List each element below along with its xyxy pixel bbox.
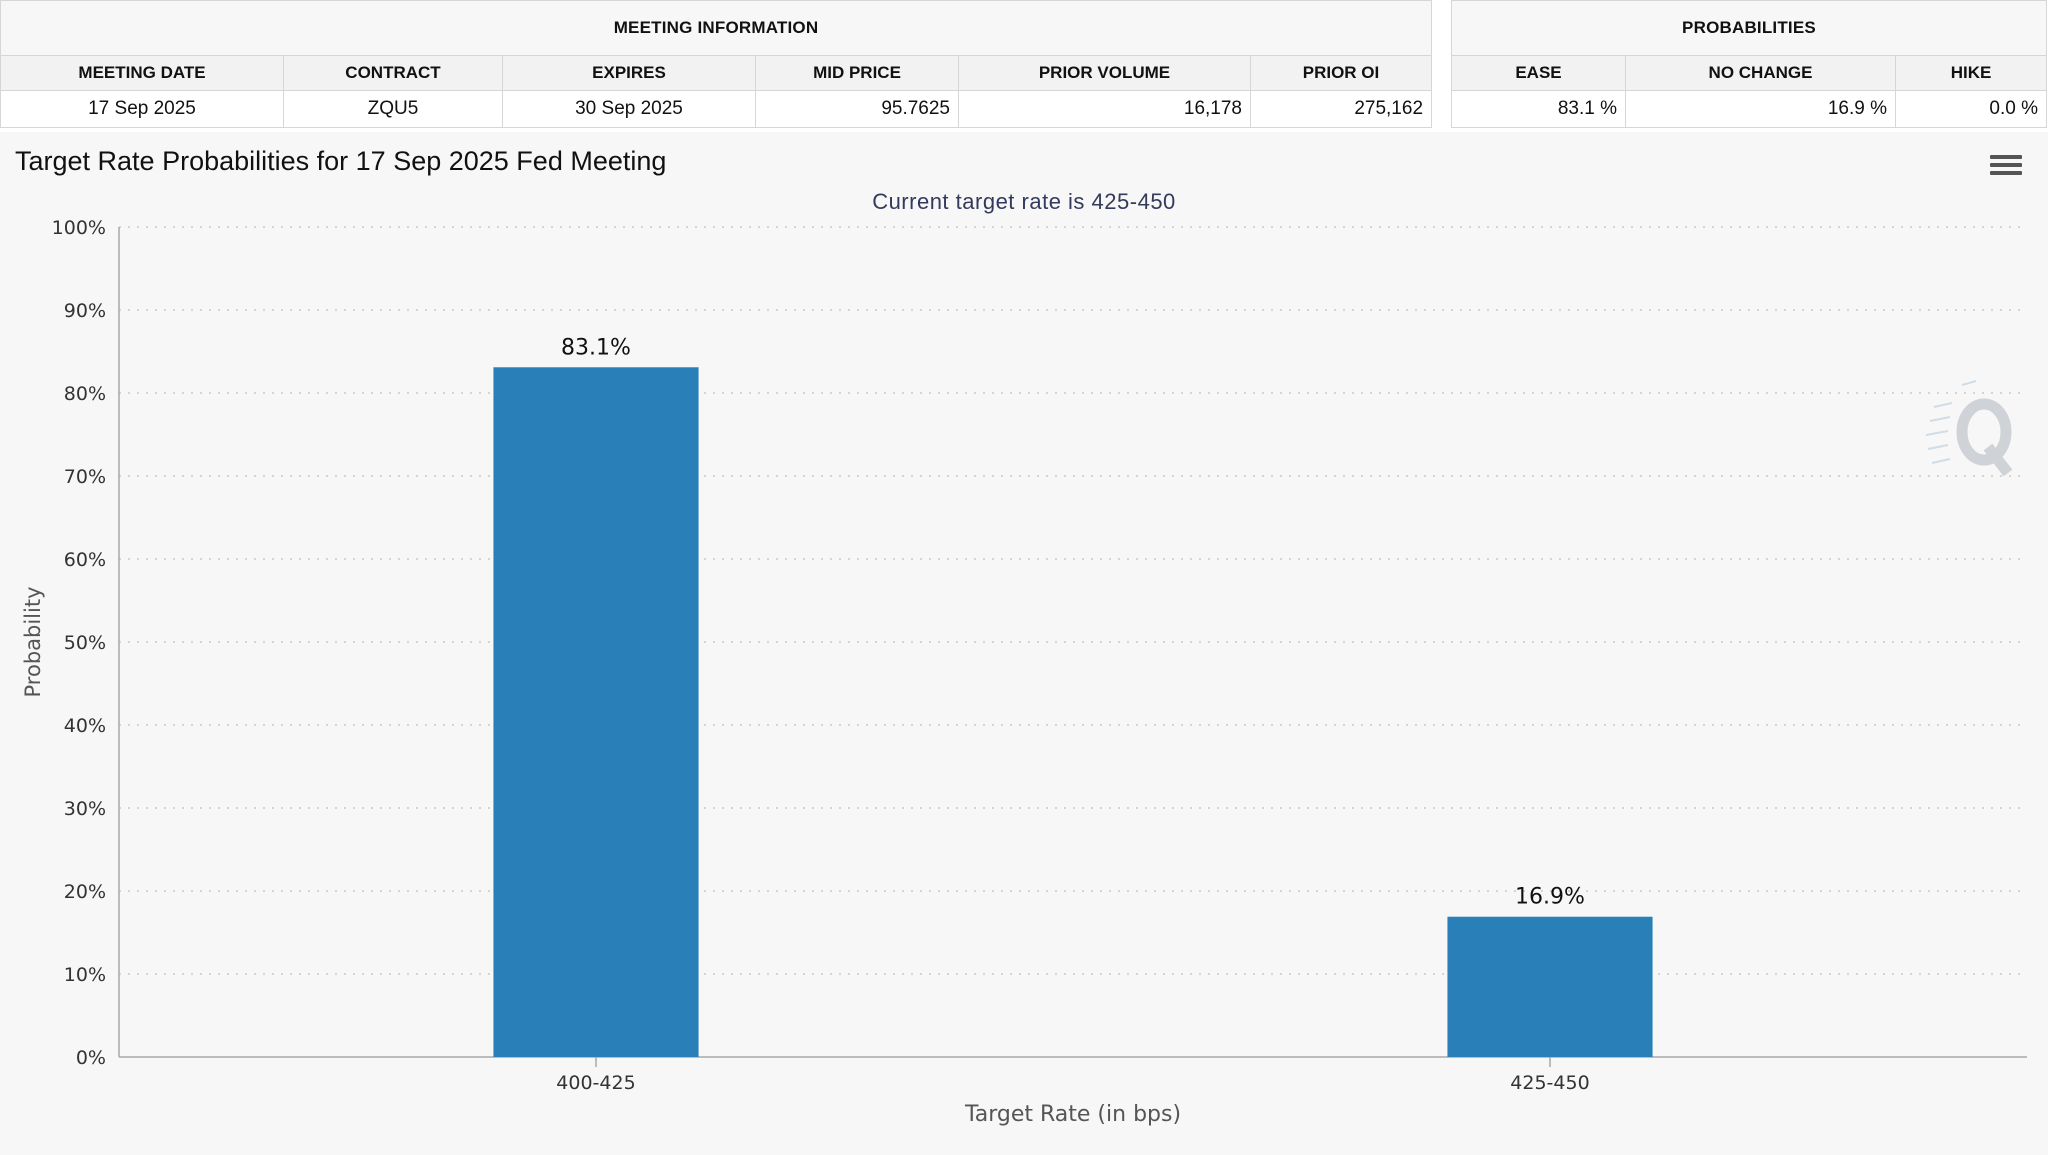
chart-title: Target Rate Probabilities for 17 Sep 202… [15, 146, 667, 176]
hamburger-menu-icon [1990, 163, 2022, 167]
col-no-change: NO CHANGE [1625, 55, 1896, 91]
table-row: 83.1 % 16.9 % 0.0 % [1451, 90, 2047, 128]
chart-panel: 0% 10% 20% 30% 40% 50% 60% 70% 80% 90% 100% 83.1% 40… [0, 132, 2048, 1155]
hike-value: 0.0 % [1895, 90, 2047, 128]
x-tick-label: 425-450 [1510, 1072, 1589, 1094]
chart-subtitle: Current target rate is 425-450 [872, 189, 1176, 214]
y-tick-label: 100% [52, 217, 106, 239]
table-row: 17 Sep 2025 ZQU5 30 Sep 2025 95.7625 16,… [0, 90, 1433, 128]
col-contract: CONTRACT [283, 55, 503, 91]
x-tick-label: 400-425 [556, 1072, 635, 1094]
meeting-date-value: 17 Sep 2025 [0, 90, 284, 128]
y-tick-label: 20% [64, 881, 106, 903]
col-expires: EXPIRES [502, 55, 756, 91]
bar-425-450 [1447, 916, 1653, 1057]
y-tick-label: 30% [64, 798, 106, 820]
q-logo-icon [1925, 380, 2013, 477]
col-mid-price: MID PRICE [755, 55, 959, 91]
probabilities-table: PROBABILITIES EASE NO CHANGE HIKE 83.1 %… [1451, 0, 2047, 128]
ease-value: 83.1 % [1451, 90, 1626, 128]
col-prior-oi: PRIOR OI [1249, 55, 1433, 91]
y-tick-label: 10% [64, 964, 106, 986]
data-label: 16.9% [1515, 885, 1585, 910]
meeting-information-table: MEETING INFORMATION MEETING DATE CONTRAC… [0, 0, 1433, 128]
bar-400-425 [493, 367, 699, 1057]
data-label: 83.1% [561, 335, 631, 360]
meeting-information-header: MEETING INFORMATION [0, 0, 1433, 56]
hamburger-menu-icon [1990, 155, 2022, 159]
probabilities-header: PROBABILITIES [1451, 0, 2047, 56]
y-tick-label: 80% [64, 383, 106, 405]
mid-price-value: 95.7625 [755, 90, 959, 128]
no-change-value: 16.9 % [1625, 90, 1896, 128]
x-axis-title: Target Rate (in bps) [964, 1102, 1181, 1127]
y-tick-label: 0% [76, 1047, 106, 1069]
col-prior-volume: PRIOR VOLUME [958, 55, 1251, 91]
col-hike: HIKE [1895, 55, 2047, 91]
y-tick-label: 60% [64, 549, 106, 571]
y-tick-label: 40% [64, 715, 106, 737]
bar-chart: 0% 10% 20% 30% 40% 50% 60% 70% 80% 90% 100% 83.1% 40… [21, 217, 2027, 1127]
hamburger-menu-icon [1990, 171, 2022, 175]
y-tick-label: 70% [64, 466, 106, 488]
col-ease: EASE [1451, 55, 1626, 91]
prior-volume-value: 16,178 [958, 90, 1251, 128]
col-meeting-date: MEETING DATE [0, 55, 284, 91]
expires-value: 30 Sep 2025 [502, 90, 756, 128]
y-tick-label: 50% [64, 632, 106, 654]
prior-oi-value: 275,162 [1249, 90, 1433, 128]
contract-value: ZQU5 [283, 90, 503, 128]
y-tick-label: 90% [64, 300, 106, 322]
y-axis-title: Probability [21, 586, 45, 697]
chart-menu-button[interactable] [1990, 152, 2022, 180]
